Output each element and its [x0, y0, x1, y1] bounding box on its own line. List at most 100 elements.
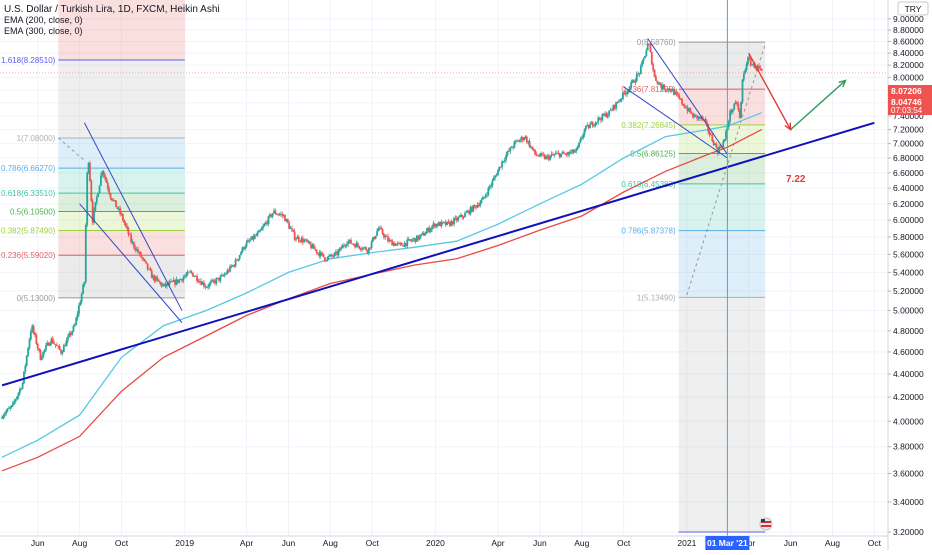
- candle-body: [290, 228, 293, 230]
- time-tick-label: Oct: [366, 538, 380, 548]
- candle-body: [420, 234, 422, 237]
- candle-body: [664, 89, 667, 91]
- candle-body: [192, 272, 194, 277]
- candle-body: [90, 181, 93, 201]
- event-flag-icon[interactable]: [759, 517, 773, 531]
- candle-body: [212, 280, 215, 281]
- candle-body: [20, 388, 23, 390]
- time-tick-label: Jun: [31, 538, 45, 548]
- candle-body: [448, 222, 451, 226]
- candle-body: [461, 214, 464, 218]
- candle-body: [325, 260, 328, 262]
- candle-body: [301, 238, 304, 243]
- candle-body: [130, 234, 133, 243]
- candle-body: [700, 116, 703, 119]
- candle-body: [675, 91, 678, 94]
- candle-body: [234, 259, 237, 267]
- candle-body: [149, 268, 152, 271]
- candle-body: [668, 88, 671, 91]
- candle-body: [315, 249, 318, 253]
- candle-body: [236, 259, 238, 261]
- candle-body: [242, 247, 245, 250]
- candle-body: [49, 343, 51, 346]
- candle-body: [718, 146, 721, 154]
- candle-body: [453, 218, 455, 225]
- candle-body: [683, 105, 686, 108]
- candle-body: [685, 107, 688, 109]
- price-tick-label: 3.20000: [893, 527, 924, 537]
- fib-level-label: 0.786(5.87378): [621, 227, 676, 236]
- candle-body: [73, 324, 76, 326]
- candle-body: [255, 235, 258, 237]
- candle-body: [310, 244, 313, 249]
- fib-level-label: 0.236(5.59020): [1, 251, 56, 260]
- candle-body: [709, 134, 712, 136]
- candle-body: [286, 219, 289, 223]
- candle-body: [341, 245, 344, 249]
- candle-body: [137, 249, 139, 253]
- candle-body: [428, 227, 431, 232]
- candle-body: [253, 235, 256, 240]
- candle-body: [365, 247, 367, 251]
- candle-body: [406, 239, 409, 246]
- candle-body: [115, 200, 117, 207]
- candle-body: [473, 205, 476, 206]
- candle-body: [311, 244, 314, 249]
- candle-body: [546, 155, 549, 157]
- candle-body: [490, 185, 492, 187]
- candle-body: [628, 87, 631, 91]
- candle-body: [477, 204, 480, 206]
- candle-body: [293, 231, 296, 240]
- candle-body: [362, 247, 365, 250]
- fib-zone: [678, 183, 766, 231]
- candle-body: [369, 247, 372, 249]
- candle-body: [697, 116, 700, 119]
- candle-body: [79, 301, 82, 306]
- candle-body: [521, 137, 524, 141]
- candle-body: [373, 237, 376, 239]
- candle-body: [652, 64, 655, 71]
- price-tick-label: 4.00000: [893, 416, 924, 426]
- candle-body: [372, 237, 374, 242]
- candle-body: [208, 283, 211, 287]
- candle-body: [459, 214, 462, 217]
- candle-body: [476, 204, 479, 208]
- candle-body: [715, 143, 718, 148]
- candle-body: [32, 325, 35, 333]
- candle-body: [679, 98, 682, 100]
- candle-body: [7, 408, 10, 409]
- candle-body: [620, 98, 623, 100]
- candle-body: [214, 280, 216, 284]
- candle-body: [505, 154, 508, 160]
- currency-badge[interactable]: TRY: [897, 1, 929, 16]
- candle-body: [535, 154, 538, 156]
- countdown-value: 07:03:54: [891, 106, 923, 115]
- candle-body: [582, 134, 585, 139]
- candle-body: [105, 178, 108, 183]
- candle-body: [747, 57, 749, 65]
- candle-body: [3, 413, 6, 416]
- candle-body: [300, 238, 303, 242]
- candle-body: [712, 141, 715, 146]
- candle-body: [384, 236, 387, 238]
- candle-body: [486, 194, 488, 196]
- cursor-date-tag: 01 Mar '21: [705, 536, 750, 550]
- candle-body: [573, 151, 576, 153]
- candle-body: [348, 239, 351, 242]
- candle-body: [148, 268, 150, 270]
- price-tick-label: 9.00000: [893, 14, 924, 24]
- candle-body: [181, 279, 183, 281]
- fib-zone: [58, 255, 185, 298]
- candle-body: [446, 221, 449, 226]
- candle-body: [583, 129, 586, 135]
- candle-body: [314, 248, 317, 250]
- ha-close-value: 8.04746: [891, 97, 922, 107]
- candle-body: [630, 81, 633, 88]
- candle-body: [502, 161, 505, 162]
- candle-body: [204, 286, 207, 288]
- candle-body: [344, 245, 347, 247]
- candle-body: [211, 280, 214, 282]
- candle-body: [358, 245, 361, 249]
